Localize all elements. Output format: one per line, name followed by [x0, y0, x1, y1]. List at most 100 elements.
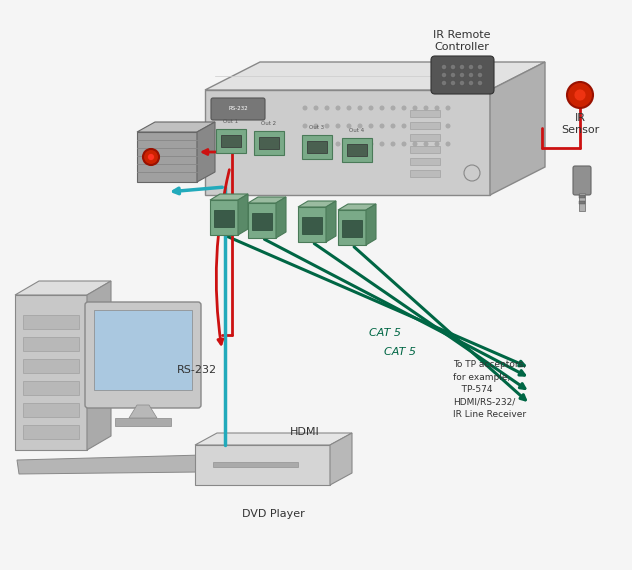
Bar [307, 141, 327, 153]
Circle shape [369, 106, 373, 110]
Text: To TP acceptors,
for example,
   TP-574
HDMI/RS-232/
IR Line Receiver: To TP acceptors, for example, TP-574 HDM… [453, 360, 526, 419]
Circle shape [358, 142, 362, 146]
Bar [410, 146, 440, 153]
FancyBboxPatch shape [302, 135, 332, 159]
Polygon shape [195, 433, 352, 445]
Polygon shape [195, 445, 330, 485]
Text: IR
Sensor: IR Sensor [561, 113, 599, 135]
Text: IR Remote
Controller: IR Remote Controller [434, 30, 491, 52]
Circle shape [451, 80, 456, 86]
Circle shape [446, 106, 450, 110]
Circle shape [424, 124, 428, 128]
FancyBboxPatch shape [211, 98, 265, 120]
Circle shape [314, 106, 318, 110]
Circle shape [143, 149, 159, 165]
Circle shape [468, 80, 473, 86]
Bar [410, 110, 440, 117]
Circle shape [325, 142, 329, 146]
Circle shape [464, 165, 480, 181]
Circle shape [442, 72, 446, 78]
Circle shape [459, 80, 465, 86]
Bar [23, 381, 79, 395]
Circle shape [303, 124, 307, 128]
Circle shape [435, 124, 439, 128]
Polygon shape [326, 201, 336, 242]
Circle shape [336, 124, 340, 128]
Circle shape [446, 142, 450, 146]
Polygon shape [210, 200, 238, 235]
Circle shape [314, 124, 318, 128]
Polygon shape [248, 197, 286, 203]
Bar [115, 418, 171, 426]
Circle shape [336, 142, 340, 146]
Polygon shape [298, 201, 336, 207]
Bar [259, 137, 279, 149]
FancyBboxPatch shape [342, 138, 372, 162]
Circle shape [468, 64, 473, 70]
Bar [347, 144, 367, 156]
Bar [221, 135, 241, 147]
Bar [94, 310, 192, 390]
Circle shape [391, 142, 395, 146]
Circle shape [380, 142, 384, 146]
Circle shape [369, 142, 373, 146]
Circle shape [413, 106, 416, 110]
Circle shape [478, 64, 482, 70]
Text: CAT 5: CAT 5 [369, 328, 401, 338]
Bar [410, 170, 440, 177]
Polygon shape [338, 210, 366, 245]
Circle shape [380, 124, 384, 128]
Circle shape [424, 142, 428, 146]
Bar [23, 337, 79, 351]
Text: RS-232: RS-232 [228, 107, 248, 112]
Circle shape [478, 72, 482, 78]
Bar [410, 158, 440, 165]
Circle shape [303, 142, 307, 146]
Text: Out 4: Out 4 [349, 128, 365, 133]
Circle shape [459, 72, 465, 78]
Circle shape [442, 80, 446, 86]
Bar [214, 210, 234, 227]
Bar [410, 134, 440, 141]
Circle shape [358, 106, 362, 110]
Circle shape [424, 106, 428, 110]
Circle shape [435, 142, 439, 146]
Circle shape [147, 153, 154, 161]
Polygon shape [205, 90, 490, 195]
Polygon shape [197, 122, 215, 182]
Polygon shape [129, 405, 157, 418]
Polygon shape [330, 433, 352, 485]
Circle shape [391, 124, 395, 128]
FancyBboxPatch shape [216, 129, 246, 153]
Bar [252, 213, 272, 230]
Circle shape [402, 124, 406, 128]
Circle shape [451, 64, 456, 70]
Circle shape [567, 82, 593, 108]
Polygon shape [366, 204, 376, 245]
FancyBboxPatch shape [85, 302, 201, 408]
Circle shape [478, 80, 482, 86]
FancyBboxPatch shape [573, 166, 591, 195]
Polygon shape [248, 203, 276, 238]
Circle shape [391, 106, 395, 110]
Bar [23, 425, 79, 439]
Polygon shape [210, 194, 248, 200]
Circle shape [369, 124, 373, 128]
Bar [302, 217, 322, 234]
Text: Out 3: Out 3 [310, 125, 325, 130]
Bar [579, 193, 585, 211]
Polygon shape [205, 62, 545, 90]
Polygon shape [276, 197, 286, 238]
Circle shape [358, 124, 362, 128]
Text: Out 1: Out 1 [224, 119, 238, 124]
Circle shape [347, 124, 351, 128]
Polygon shape [338, 204, 376, 210]
Circle shape [413, 142, 416, 146]
Polygon shape [137, 132, 197, 182]
Circle shape [402, 106, 406, 110]
Circle shape [574, 89, 586, 101]
Circle shape [325, 106, 329, 110]
Polygon shape [17, 455, 203, 474]
Bar [342, 220, 362, 237]
Bar [213, 462, 298, 467]
